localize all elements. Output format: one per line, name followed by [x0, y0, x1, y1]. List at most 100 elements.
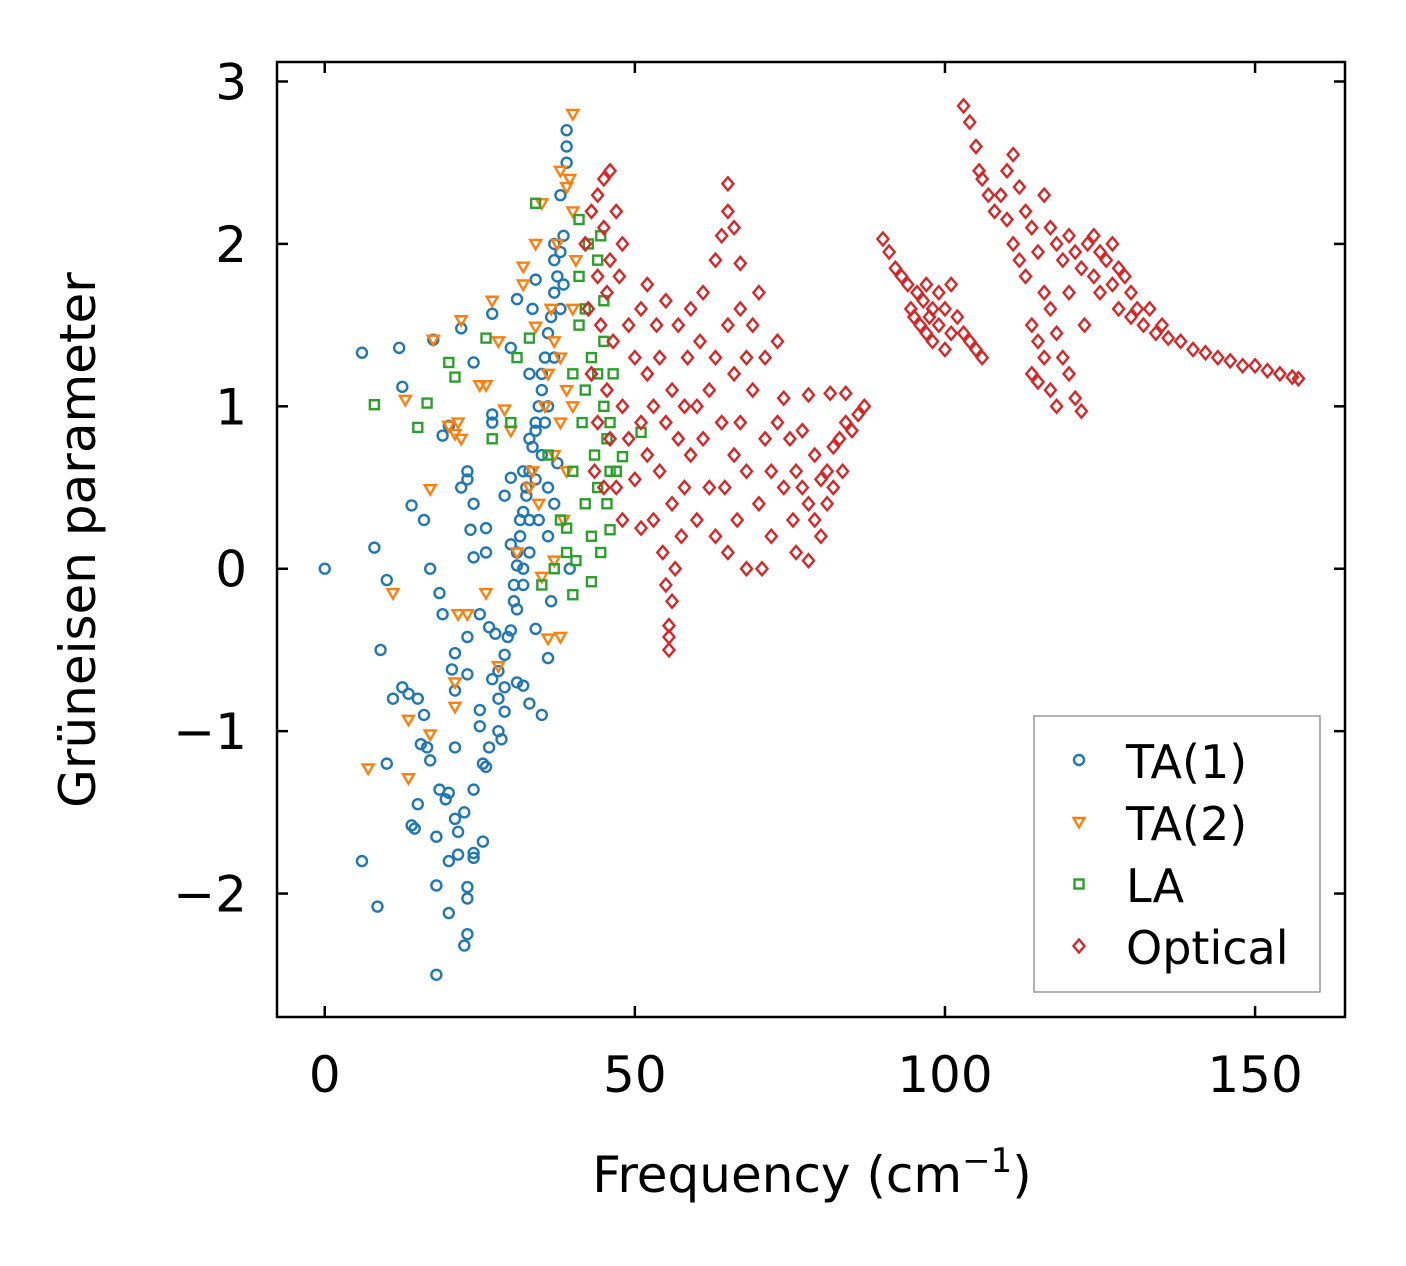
data-point: [937, 341, 953, 358]
data-point: [727, 219, 742, 237]
data-point: [498, 705, 511, 718]
data-point: [661, 628, 677, 646]
data-point: [1247, 357, 1263, 375]
data-point: [633, 300, 649, 318]
data-point: [981, 186, 996, 204]
data-point: [696, 284, 711, 301]
data-point: [602, 162, 618, 180]
data-point: [396, 380, 409, 394]
data-point: [1123, 284, 1139, 301]
data-point: [400, 773, 417, 787]
data-point: [1130, 300, 1145, 318]
data-point: [944, 276, 959, 293]
data-point: [450, 417, 466, 431]
data-point: [596, 170, 611, 188]
data-point: [607, 368, 619, 380]
data-point: [683, 446, 698, 464]
data-point: [417, 708, 431, 722]
data-point: [436, 429, 449, 442]
data-point: [510, 676, 524, 689]
y-tick-label: −1: [173, 703, 247, 761]
data-point: [423, 562, 437, 575]
data-point: [507, 578, 521, 592]
data-point: [1148, 324, 1163, 342]
data-point: [925, 300, 940, 318]
data-point: [1111, 259, 1126, 277]
data-point: [857, 397, 872, 415]
legend-marker: [1073, 878, 1085, 890]
data-point: [467, 356, 480, 369]
data-point: [652, 462, 667, 480]
data-point: [486, 416, 499, 429]
data-point: [517, 562, 530, 575]
data-point: [535, 448, 549, 462]
data-point: [492, 664, 505, 678]
data-point: [1099, 251, 1114, 269]
data-point: [909, 284, 925, 301]
data-point: [640, 276, 655, 293]
data-point: [461, 892, 474, 905]
data-point: [552, 165, 569, 179]
data-point: [1049, 235, 1064, 253]
data-point: [1006, 235, 1021, 253]
data-point: [510, 603, 524, 616]
data-point: [596, 219, 611, 237]
x-tick-label: 50: [603, 1046, 667, 1104]
data-point: [727, 446, 742, 464]
data-point: [559, 384, 575, 398]
data-point: [655, 544, 670, 561]
data-point: [658, 414, 673, 431]
data-point: [720, 203, 735, 220]
data-point: [1080, 235, 1095, 253]
data-point: [504, 471, 518, 484]
data-point: [568, 254, 584, 269]
data-point: [591, 254, 604, 266]
data-point: [504, 624, 518, 637]
data-point: [968, 341, 984, 358]
data-point: [1049, 324, 1064, 342]
data-point: [789, 544, 804, 561]
data-point: [505, 416, 517, 429]
data-point: [371, 900, 384, 913]
data-point: [541, 530, 555, 543]
data-point: [739, 349, 754, 366]
data-point: [567, 465, 579, 477]
data-point: [677, 479, 692, 496]
data-point: [380, 573, 393, 587]
data-point: [1055, 251, 1070, 269]
data-point: [727, 365, 742, 383]
data-point: [538, 416, 552, 429]
data-point: [1030, 243, 1046, 261]
data-point: [1030, 332, 1046, 350]
data-point: [526, 440, 539, 454]
data-point: [534, 571, 550, 585]
data-point: [590, 414, 605, 431]
data-point: [1024, 316, 1039, 334]
data-point: [579, 498, 591, 510]
data-point: [588, 449, 601, 461]
data-point: [552, 631, 569, 645]
data-point: [609, 479, 624, 496]
data-point: [461, 880, 474, 894]
data-point: [513, 530, 527, 543]
data-point: [733, 255, 748, 272]
series-optical: [578, 97, 1306, 659]
data-point: [615, 511, 630, 529]
data-point: [411, 798, 424, 811]
data-point: [422, 483, 438, 498]
data-point: [1012, 251, 1027, 269]
data-point: [528, 321, 544, 335]
data-point: [423, 754, 437, 767]
data-point: [554, 245, 567, 259]
data-point: [396, 681, 409, 694]
x-tick-label: 100: [897, 1046, 992, 1104]
data-point: [1061, 227, 1077, 245]
data-point: [1037, 186, 1052, 204]
data-point: [1006, 146, 1021, 163]
legend: TA(1) TA(2) LA Optical: [1033, 715, 1321, 993]
data-point: [425, 334, 441, 348]
data-point: [559, 181, 575, 195]
data-point: [529, 273, 542, 286]
data-point: [813, 527, 828, 545]
data-point: [517, 679, 530, 692]
